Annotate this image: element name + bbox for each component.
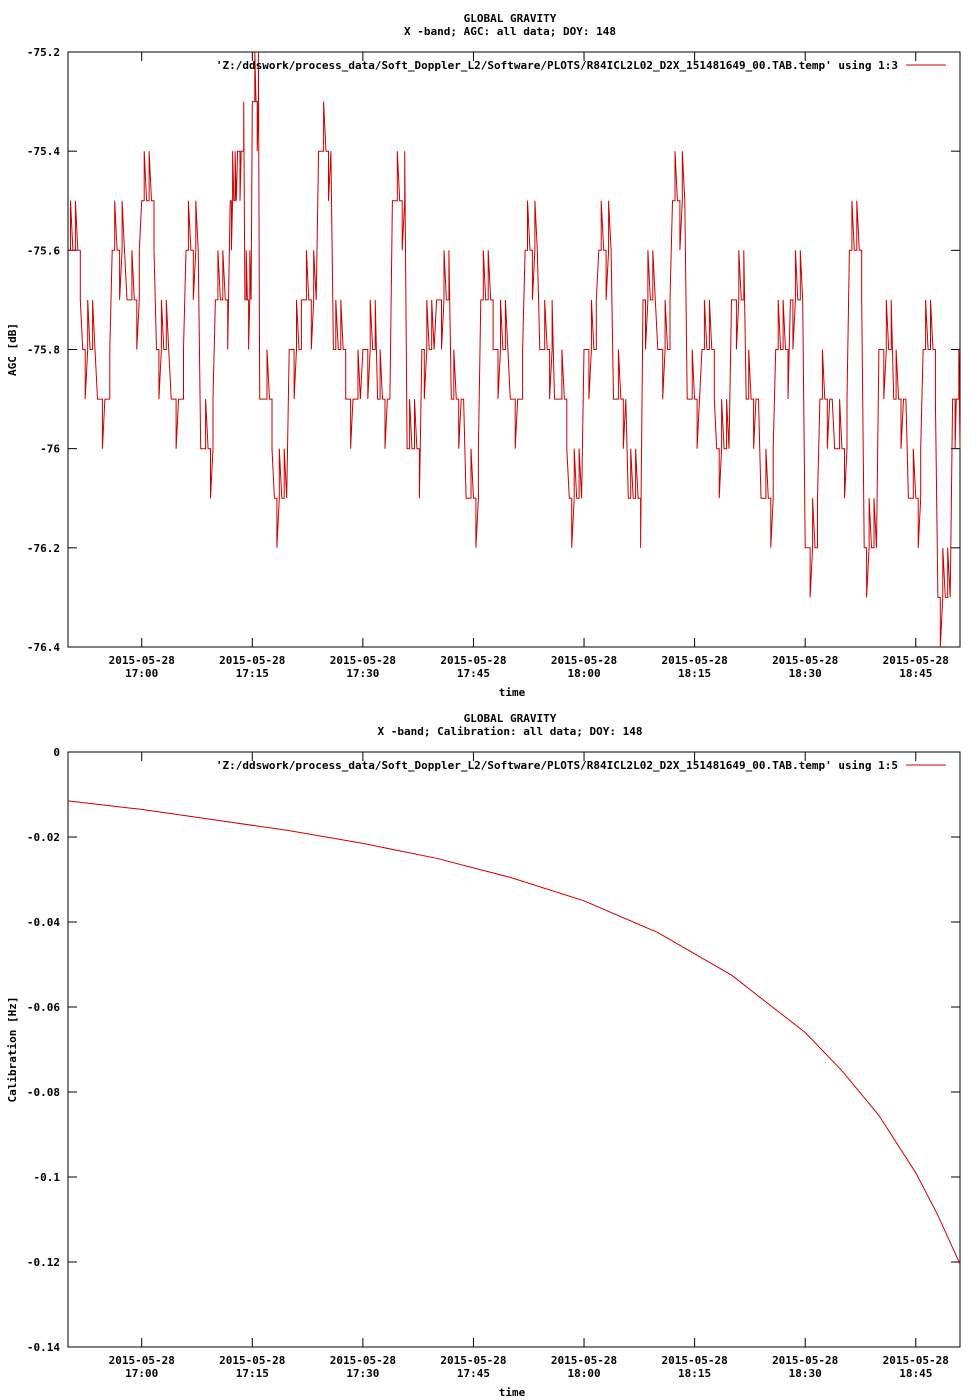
x-tick-time-label: 18:30	[789, 667, 822, 680]
series-line	[68, 51, 961, 648]
x-tick-date-label: 2015-05-28	[109, 1354, 175, 1367]
chart-subtitle: X -band; AGC: all data; DOY: 148	[404, 25, 616, 38]
y-tick-label: -0.04	[27, 916, 60, 929]
x-tick-time-label: 17:45	[457, 667, 490, 680]
x-axis-label: time	[499, 686, 526, 699]
x-tick-time-label: 17:15	[236, 667, 269, 680]
y-tick-label: -75.4	[27, 145, 60, 158]
y-tick-label: -76.4	[27, 641, 60, 654]
x-tick-time-label: 17:15	[236, 1367, 269, 1380]
y-tick-label: -76.2	[27, 542, 60, 555]
x-tick-date-label: 2015-05-28	[551, 654, 617, 667]
chart-subtitle: X -band; Calibration: all data; DOY: 148	[378, 725, 643, 738]
y-tick-label: -75.6	[27, 244, 60, 257]
x-tick-date-label: 2015-05-28	[330, 1354, 396, 1367]
x-tick-time-label: 18:00	[567, 667, 600, 680]
y-tick-label: -0.14	[27, 1341, 60, 1354]
legend-label: 'Z:/ddswork/process_data/Soft_Doppler_L2…	[216, 59, 898, 72]
x-tick-date-label: 2015-05-28	[661, 1354, 727, 1367]
x-tick-date-label: 2015-05-28	[883, 654, 949, 667]
x-tick-date-label: 2015-05-28	[440, 654, 506, 667]
y-tick-label: 0	[53, 746, 60, 759]
x-axis-label: time	[499, 1386, 526, 1399]
y-axis-label: Calibration [Hz]	[6, 997, 19, 1103]
y-axis-label: AGC [dB]	[6, 323, 19, 376]
chart-title: GLOBAL GRAVITY	[464, 12, 557, 25]
y-tick-label: -0.1	[34, 1171, 61, 1184]
x-tick-time-label: 17:30	[346, 667, 379, 680]
y-tick-label: -0.06	[27, 1001, 60, 1014]
plot-frame	[67, 751, 961, 1348]
x-tick-date-label: 2015-05-28	[661, 654, 727, 667]
x-tick-date-label: 2015-05-28	[772, 654, 838, 667]
y-tick-label: -76	[40, 443, 60, 456]
x-tick-time-label: 17:00	[125, 667, 158, 680]
plot-frame	[67, 51, 961, 648]
x-tick-date-label: 2015-05-28	[219, 654, 285, 667]
x-tick-date-label: 2015-05-28	[883, 1354, 949, 1367]
y-tick-label: -75.2	[27, 46, 60, 59]
x-tick-date-label: 2015-05-28	[772, 1354, 838, 1367]
x-tick-time-label: 18:00	[567, 1367, 600, 1380]
series-line	[67, 800, 961, 1265]
chart-title: GLOBAL GRAVITY	[464, 712, 557, 725]
x-tick-time-label: 17:45	[457, 1367, 490, 1380]
x-tick-date-label: 2015-05-28	[219, 1354, 285, 1367]
x-tick-time-label: 18:15	[678, 1367, 711, 1380]
x-tick-date-label: 2015-05-28	[440, 1354, 506, 1367]
x-tick-date-label: 2015-05-28	[551, 1354, 617, 1367]
y-tick-label: -0.02	[27, 831, 60, 844]
x-tick-time-label: 18:30	[789, 1367, 822, 1380]
legend-label: 'Z:/ddswork/process_data/Soft_Doppler_L2…	[216, 759, 898, 772]
y-tick-label: -0.08	[27, 1086, 60, 1099]
x-tick-time-label: 17:00	[125, 1367, 158, 1380]
x-tick-time-label: 18:45	[899, 667, 932, 680]
x-tick-time-label: 18:45	[899, 1367, 932, 1380]
x-tick-time-label: 18:15	[678, 667, 711, 680]
x-tick-date-label: 2015-05-28	[330, 654, 396, 667]
x-tick-date-label: 2015-05-28	[109, 654, 175, 667]
x-tick-time-label: 17:30	[346, 1367, 379, 1380]
y-tick-label: -0.12	[27, 1256, 60, 1269]
y-tick-label: -75.8	[27, 344, 60, 357]
